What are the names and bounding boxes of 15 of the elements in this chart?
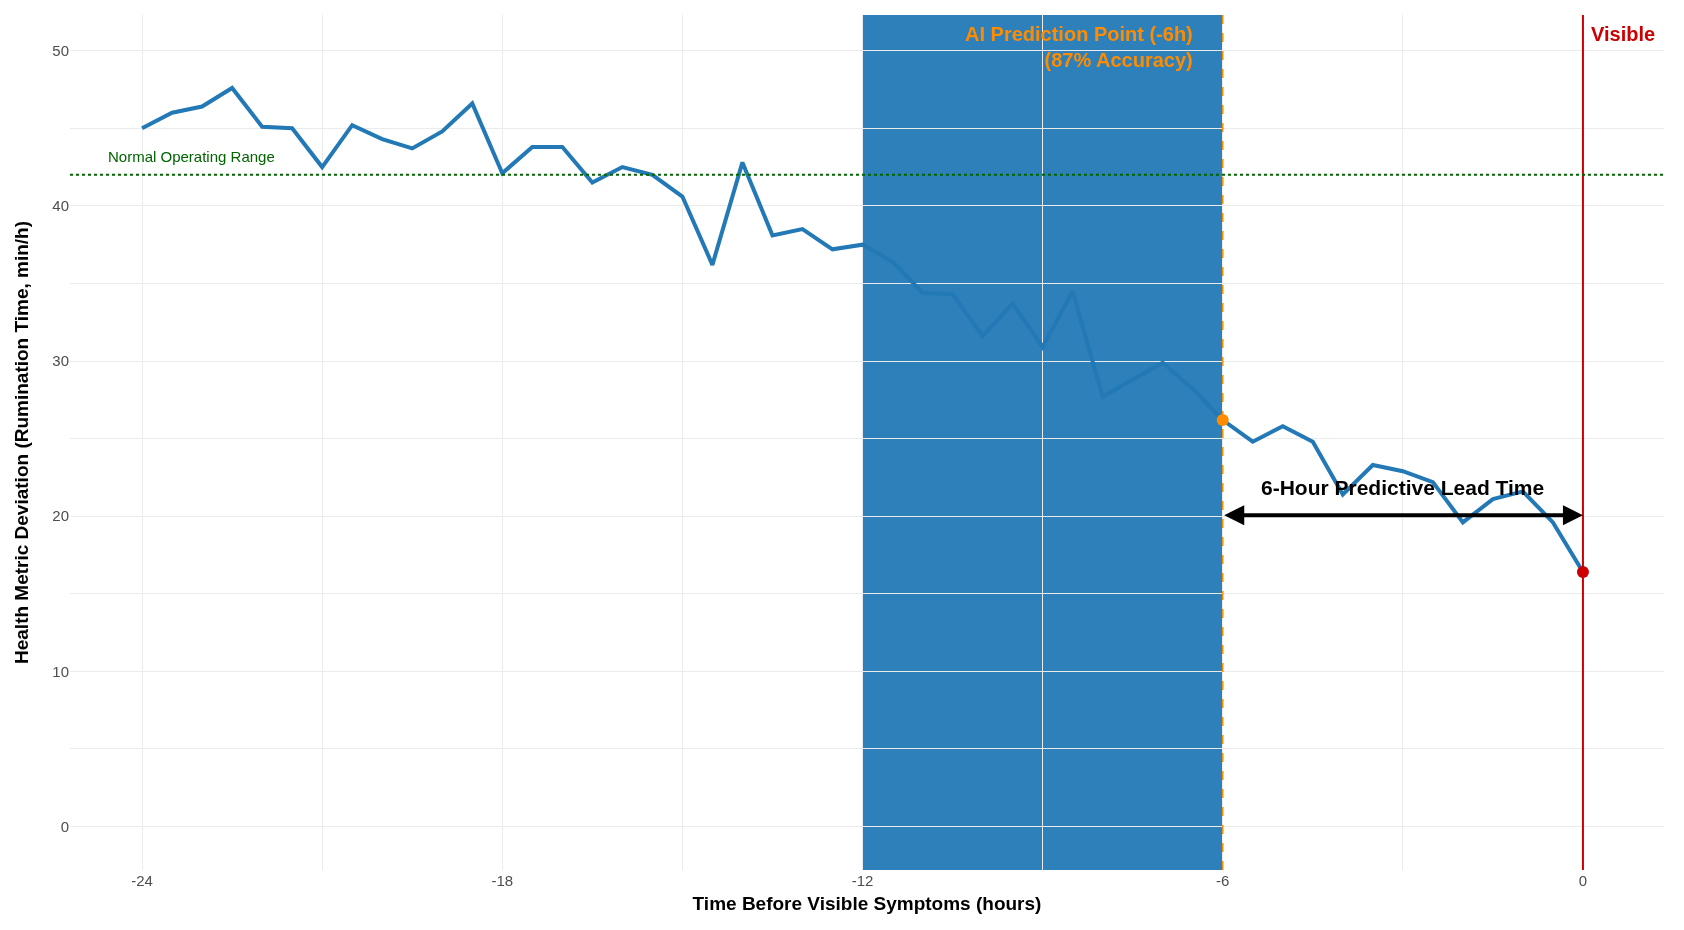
- x-axis-title: Time Before Visible Symptoms (hours): [692, 892, 1042, 914]
- x-tick-label: -18: [491, 872, 514, 889]
- y-tick-label: 50: [52, 41, 69, 59]
- y-axis-title: Health Metric Deviation (Rumination Time, min/h): [11, 220, 33, 665]
- ref-line-label: Visible: [1591, 23, 1656, 45]
- x-tick-label: 0: [1578, 872, 1588, 889]
- x-tick-label: -24: [131, 872, 153, 889]
- x-tick-label: -6: [1216, 872, 1230, 889]
- y-tick-label: 20: [52, 507, 69, 525]
- y-tick-label: 40: [52, 197, 69, 215]
- y-tick-label: 10: [52, 662, 69, 680]
- y-tick-label: 30: [52, 352, 69, 370]
- x-tick-label: -12: [851, 872, 874, 889]
- ref-line-label: Normal Operating Range: [108, 148, 275, 165]
- y-tick-label: 0: [60, 817, 69, 835]
